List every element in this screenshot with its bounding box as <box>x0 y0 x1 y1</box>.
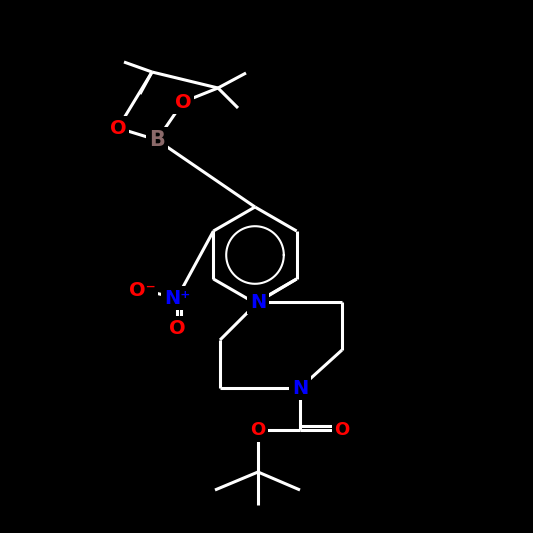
Text: O: O <box>251 421 265 439</box>
Text: O: O <box>110 118 126 138</box>
Text: B: B <box>149 130 165 150</box>
Text: N: N <box>292 378 308 398</box>
Text: O: O <box>334 421 350 439</box>
Text: N⁺: N⁺ <box>164 288 190 308</box>
Text: O: O <box>175 93 191 111</box>
Text: O: O <box>168 319 185 337</box>
Text: O⁻: O⁻ <box>128 280 156 300</box>
Text: N: N <box>250 293 266 311</box>
